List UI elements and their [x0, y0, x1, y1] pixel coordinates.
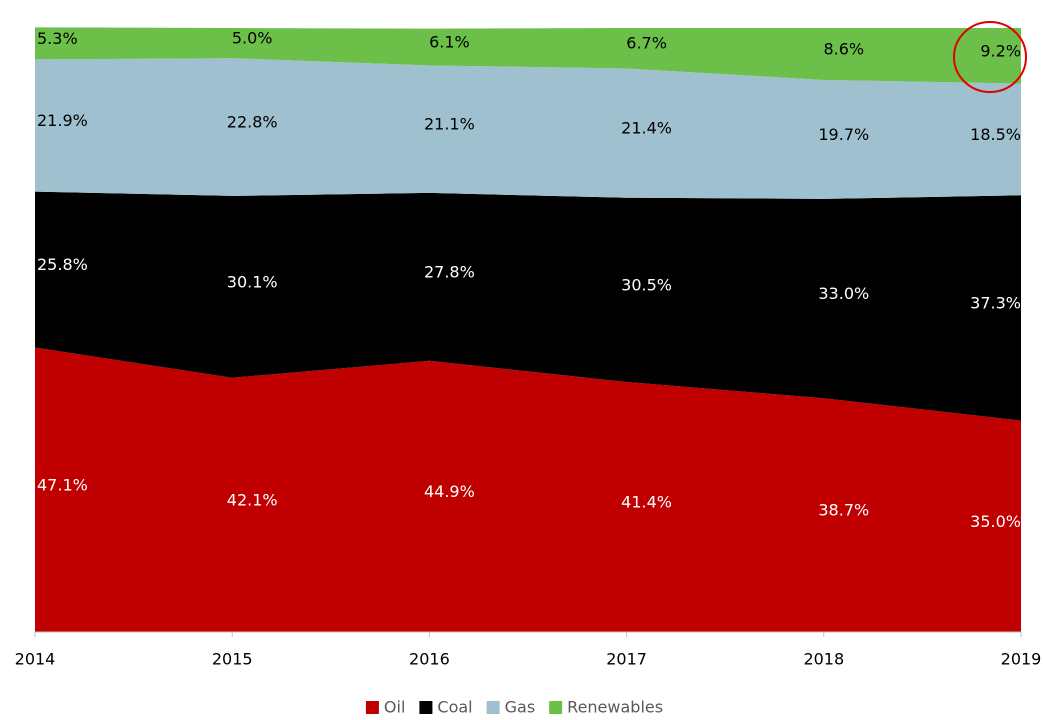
data-label: 42.1%	[227, 490, 278, 509]
legend-item: Renewables	[549, 698, 663, 717]
data-label: 18.5%	[970, 125, 1021, 144]
legend-label: Gas	[505, 698, 536, 717]
data-labels: 47.1% 42.1% 44.9% 41.4% 38.7% 35.0% 25.8% 30.1%…	[37, 29, 1021, 531]
x-tick-label: 2017	[606, 650, 647, 669]
data-label: 30.1%	[227, 272, 278, 291]
legend-swatch	[486, 701, 500, 714]
x-tick-label: 2014	[15, 650, 56, 669]
data-label: 25.8%	[37, 255, 88, 274]
data-label: 6.7%	[626, 34, 667, 53]
data-label: 37.3%	[970, 293, 1021, 312]
x-tick-label: 2016	[409, 650, 450, 669]
x-tick-label: 2018	[803, 650, 844, 669]
legend-item: Gas	[486, 698, 536, 717]
data-label: 21.1%	[424, 115, 475, 134]
area-2	[35, 58, 1021, 199]
data-label: 8.6%	[823, 39, 864, 58]
legend: Oil Coal Gas Renewables	[365, 698, 663, 717]
data-label: 41.4%	[621, 492, 672, 511]
data-label: 27.8%	[424, 262, 475, 281]
legend-label: Coal	[437, 698, 472, 717]
data-label: 19.7%	[818, 125, 869, 144]
highlight-circle	[953, 21, 1027, 93]
data-label: 5.0%	[232, 29, 273, 48]
legend-label: Renewables	[567, 698, 663, 717]
area-0	[35, 347, 1021, 632]
data-label: 33.0%	[818, 284, 869, 303]
data-label: 5.3%	[37, 29, 78, 48]
data-label: 6.1%	[429, 33, 470, 52]
data-label: 21.4%	[621, 119, 672, 138]
x-tick-label: 2019	[1001, 650, 1042, 669]
legend-swatch	[419, 701, 433, 714]
area-1	[35, 191, 1021, 421]
legend-swatch	[365, 701, 379, 714]
data-label: 30.5%	[621, 275, 672, 294]
legend-swatch	[549, 701, 563, 714]
data-label: 44.9%	[424, 482, 475, 501]
area-3	[35, 27, 1021, 84]
data-label: 38.7%	[818, 501, 869, 520]
legend-item: Coal	[419, 698, 473, 717]
data-label: 35.0%	[970, 512, 1021, 531]
data-label: 21.9%	[37, 111, 88, 130]
data-label: 22.8%	[227, 113, 278, 132]
data-label: 9.2%	[980, 41, 1021, 60]
data-label: 47.1%	[37, 475, 88, 494]
plot-area	[35, 27, 1021, 632]
legend-item: Oil	[365, 698, 405, 717]
legend-label: Oil	[384, 698, 405, 717]
x-tick-label: 2015	[212, 650, 253, 669]
